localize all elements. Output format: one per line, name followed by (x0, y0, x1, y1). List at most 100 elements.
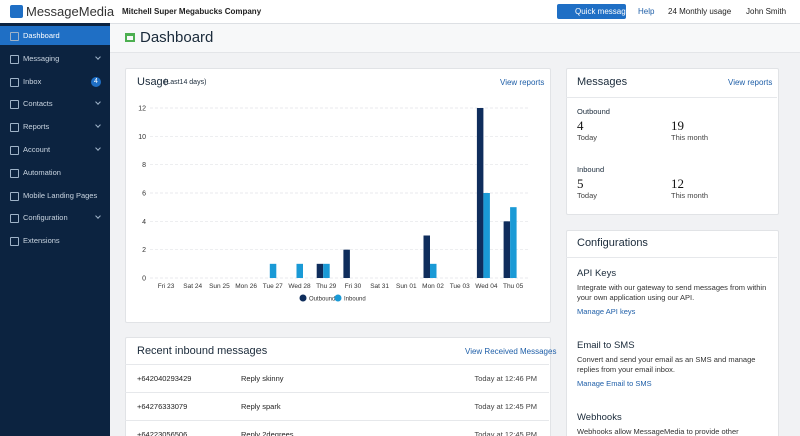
bar (423, 235, 430, 278)
divider (566, 257, 777, 258)
nav-icon (10, 214, 19, 224)
x-tick-label: Tue 03 (450, 283, 470, 290)
bar (430, 263, 437, 278)
cfg-heading: Email to SMS (577, 340, 635, 351)
bar (269, 263, 277, 278)
msg-today: 4 (577, 118, 584, 133)
x-tick-label: Fri 30 (345, 283, 362, 290)
usage-subtitle: (Last14 days) (164, 79, 207, 86)
page-title: Dashboard (140, 29, 214, 46)
cfg-heading: API Keys (577, 268, 617, 279)
nav-icon (10, 191, 19, 201)
configurations-card (566, 230, 779, 436)
cfg-text: Webhooks allow MessageMedia to provide o… (577, 427, 739, 436)
messages-link[interactable]: View reports (728, 78, 773, 87)
x-tick-label: Sat 24 (183, 283, 202, 290)
y-tick-label: 6 (142, 191, 146, 198)
y-tick-label: 10 (138, 134, 146, 141)
recent-card (125, 337, 551, 436)
nav-item[interactable]: Account (23, 145, 51, 154)
nav-item[interactable]: Extensions (23, 236, 60, 246)
nav-icon (10, 100, 19, 110)
cfg-heading: Webhooks (577, 412, 622, 423)
messages-card (566, 68, 779, 215)
bar (503, 221, 511, 278)
user[interactable]: John Smith (746, 7, 787, 16)
home-icon (125, 33, 135, 42)
row-time: Today at 12:45 PM (474, 402, 537, 411)
header (110, 24, 800, 53)
company[interactable]: Mitchell Super Megabucks Company (122, 7, 262, 16)
msg-today: 5 (577, 176, 584, 191)
cfg-link[interactable]: Manage Email to SMS (577, 379, 652, 388)
x-tick-label: Sun 25 (209, 283, 230, 290)
msg-label: Inbound (577, 165, 605, 174)
msg-today-label: Today (577, 133, 598, 142)
row-divider (125, 420, 549, 421)
row-message: Reply spark (241, 402, 281, 411)
nav-icon (10, 77, 19, 87)
msg-month-label: This month (671, 191, 709, 200)
nav-item[interactable]: Configuration (23, 213, 68, 223)
row-divider (125, 364, 549, 365)
bar (316, 263, 324, 278)
messages-title: Messages (577, 76, 628, 88)
msg-month-label: This month (671, 133, 709, 142)
nav-item[interactable]: Mobile Landing Pages (23, 190, 98, 200)
x-tick-label: Thu 05 (503, 283, 524, 290)
usage-title: Usage (137, 76, 169, 88)
y-tick-label: 8 (142, 162, 146, 169)
cfg-link[interactable]: Manage API keys (577, 307, 636, 316)
x-tick-label: Thu 29 (316, 283, 337, 290)
x-tick-label: Mon 26 (235, 283, 257, 290)
bar (510, 207, 517, 278)
msg-month: 12 (671, 176, 684, 191)
nav-item[interactable]: Reports (23, 122, 50, 132)
quick-message-button[interactable] (557, 4, 626, 19)
recent-link[interactable]: View Received Messages (465, 347, 557, 356)
nav-icon (10, 168, 19, 178)
divider (566, 97, 777, 98)
y-tick-label: 0 (142, 276, 146, 283)
row-time: Today at 12:45 PM (474, 430, 537, 436)
bar (296, 263, 303, 278)
x-tick-label: Mon 02 (422, 283, 444, 290)
nav-active (0, 26, 110, 45)
nav-icon (10, 32, 19, 41)
nav-icon (10, 123, 19, 133)
nav-icon (10, 237, 19, 247)
msg-month: 19 (671, 118, 684, 133)
nav-item[interactable]: Contacts (23, 99, 53, 109)
row-time: Today at 12:46 PM (474, 374, 537, 383)
nav-icon (10, 146, 19, 155)
x-tick-label: Sat 31 (370, 283, 389, 290)
view-reports[interactable]: View reports (500, 78, 545, 87)
nav-item[interactable]: Automation (23, 167, 61, 177)
row-message: Reply 2degrees (241, 430, 294, 436)
nav-icon (10, 54, 19, 64)
nav-item[interactable]: Messaging (23, 53, 60, 63)
x-tick-label: Sun 01 (396, 283, 417, 290)
y-tick-label: 4 (142, 219, 146, 226)
msg-label: Outbound (577, 107, 610, 116)
recent-title: Recent inbound messages (137, 345, 268, 357)
legend-label: Inbound (344, 297, 366, 303)
logo-icon (10, 5, 23, 18)
help[interactable]: Help (638, 7, 655, 16)
configurations-title: Configurations (577, 237, 648, 249)
nav-item[interactable]: Inbox (23, 76, 42, 86)
cfg-text: Convert and send your email as an SMS an… (577, 355, 756, 374)
bar (343, 249, 350, 278)
bar (323, 263, 330, 278)
nav-item[interactable]: Dashboard (23, 31, 60, 40)
x-tick-label: Fri 23 (158, 283, 175, 290)
quick-message-label: Quick message (575, 7, 631, 16)
bar (476, 108, 484, 278)
legend-label: Outbound (309, 297, 335, 303)
row-divider (125, 392, 549, 393)
monthly-usage[interactable]: 24 Monthly usage (668, 7, 732, 16)
legend-swatch (334, 294, 342, 302)
cfg-text: Integrate with our gateway to send messa… (577, 283, 767, 302)
